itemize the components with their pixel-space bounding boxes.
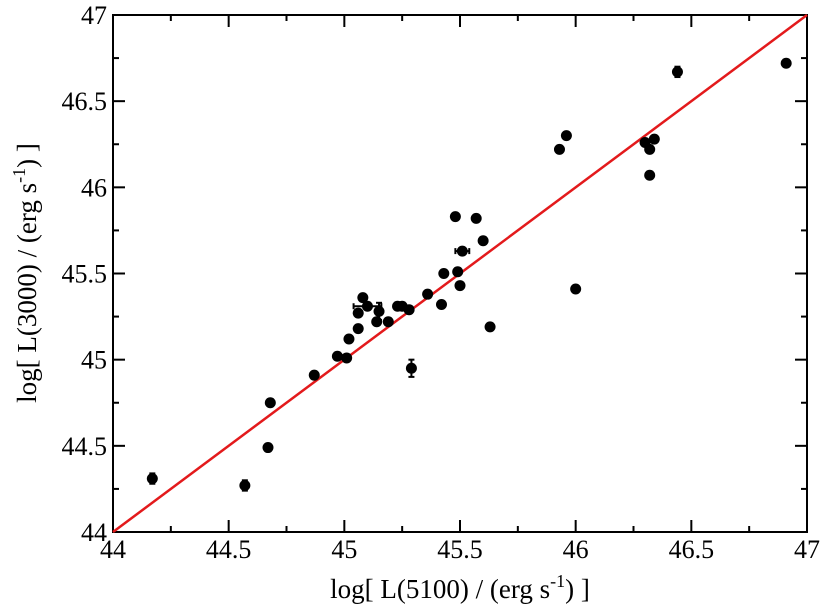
point-marker	[553, 143, 565, 155]
data-point	[405, 358, 417, 378]
point-marker	[352, 323, 364, 335]
point-marker	[470, 212, 482, 224]
point-marker	[403, 304, 415, 316]
data-point	[422, 288, 434, 300]
x-axis-label-sup: -1	[550, 571, 565, 591]
point-marker	[382, 316, 394, 328]
point-marker	[456, 245, 468, 257]
data-point	[454, 245, 471, 257]
data-point	[780, 57, 792, 69]
point-marker	[422, 288, 434, 300]
data-point	[262, 442, 274, 454]
data-point	[438, 268, 450, 279]
x-tick-label: 44.5	[206, 535, 252, 564]
point-marker	[357, 292, 369, 304]
data-point	[553, 143, 565, 155]
data-point	[264, 397, 276, 409]
data-point	[644, 143, 656, 155]
y-axis-label-sup: -1	[9, 168, 29, 183]
point-marker	[648, 133, 660, 145]
axis-tick-labels: 44 44.5 45 45.5 46 46.5 47 44 44.5 45 45.5 46 46.5 47	[62, 1, 821, 564]
x-tick-label: 45.5	[437, 535, 483, 564]
data-point	[671, 65, 683, 79]
point-marker	[352, 307, 364, 319]
data-point	[648, 133, 660, 145]
data-point	[484, 321, 496, 333]
x-axis-label: log[ L(5100) / (erg s-1) ]	[330, 571, 590, 604]
point-marker	[435, 299, 447, 311]
x-tick-label: 46.5	[669, 535, 715, 564]
y-tick-label: 46.5	[62, 87, 108, 116]
y-tick-label: 47	[81, 1, 107, 30]
point-marker	[454, 280, 466, 292]
point-marker	[331, 350, 343, 362]
point-marker	[671, 66, 683, 78]
y-axis-label-suffix: ) ]	[12, 143, 42, 168]
data-point	[352, 300, 383, 312]
y-tick-label: 45	[81, 346, 107, 375]
y-tick-label: 45.5	[62, 260, 108, 289]
data-point	[644, 169, 656, 181]
data-point	[343, 333, 355, 345]
point-marker	[343, 333, 355, 345]
data-point	[373, 301, 385, 322]
data-point	[331, 350, 343, 362]
data-point	[449, 211, 461, 223]
y-tick-label: 44.5	[62, 432, 108, 461]
point-marker	[361, 300, 373, 312]
point-marker	[373, 305, 385, 317]
data-point	[352, 323, 364, 335]
point-marker	[262, 442, 274, 454]
data-point	[341, 352, 353, 364]
point-marker	[264, 397, 276, 409]
point-marker	[405, 362, 417, 374]
point-marker	[308, 369, 320, 381]
point-marker	[341, 352, 353, 364]
data-point	[454, 280, 466, 292]
data-point	[357, 292, 369, 304]
data-point	[352, 307, 364, 319]
point-marker	[146, 473, 158, 485]
data-point	[470, 212, 482, 224]
data-point	[146, 472, 158, 485]
y-tick-label: 46	[81, 173, 107, 202]
data-points	[146, 57, 792, 492]
x-tick-label: 46	[563, 535, 589, 564]
point-marker	[644, 143, 656, 155]
point-marker	[570, 283, 582, 295]
data-point	[560, 130, 572, 142]
point-marker	[780, 57, 792, 69]
y-tick-label: 44	[81, 518, 107, 547]
data-point	[570, 283, 582, 295]
x-tick-label: 45	[331, 535, 357, 564]
x-axis-label-prefix: log[ L(5100) / (erg s	[330, 574, 550, 604]
data-point	[435, 299, 447, 311]
point-marker	[644, 169, 656, 181]
data-point	[452, 266, 464, 278]
data-point	[371, 316, 383, 328]
x-tick-label: 47	[794, 535, 820, 564]
data-point	[382, 316, 394, 328]
axis-ticks	[112, 14, 808, 533]
y-axis-label: log[ L(3000) / (erg s-1) ]	[9, 143, 42, 403]
x-tick-label: 44	[100, 535, 126, 564]
point-marker	[560, 130, 572, 142]
data-point	[308, 369, 320, 381]
x-axis-label-suffix: ) ]	[565, 574, 590, 604]
point-marker	[371, 316, 383, 328]
point-marker	[239, 479, 251, 491]
data-point	[403, 304, 415, 316]
data-point	[239, 479, 251, 492]
data-point	[477, 235, 489, 247]
point-marker	[484, 321, 496, 333]
point-marker	[438, 268, 450, 279]
y-axis-label-prefix: log[ L(3000) / (erg s	[12, 183, 42, 403]
point-marker	[452, 266, 464, 278]
point-marker	[449, 211, 461, 223]
point-marker	[477, 235, 489, 247]
